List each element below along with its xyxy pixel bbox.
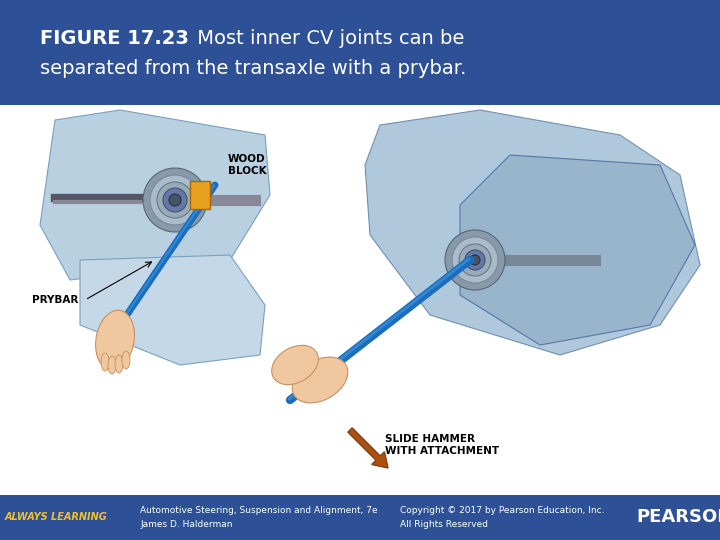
Text: SLIDE HAMMER
WITH ATTACHMENT: SLIDE HAMMER WITH ATTACHMENT	[385, 434, 499, 456]
FancyArrow shape	[348, 428, 388, 468]
Circle shape	[143, 168, 207, 232]
Ellipse shape	[292, 357, 348, 403]
Bar	[0, 495, 720, 540]
Circle shape	[452, 237, 498, 283]
Circle shape	[459, 244, 491, 276]
Text: Automotive Steering, Suspension and Alignment, 7e: Automotive Steering, Suspension and Alig…	[140, 506, 377, 515]
Bar	[0, 0, 720, 105]
Text: PRYBAR: PRYBAR	[32, 295, 78, 305]
Text: FIGURE 17.23: FIGURE 17.23	[40, 29, 189, 48]
Circle shape	[157, 182, 193, 218]
Polygon shape	[40, 110, 270, 280]
Text: WOOD
BLOCK: WOOD BLOCK	[228, 154, 266, 176]
FancyBboxPatch shape	[190, 181, 210, 209]
Text: PEARSON: PEARSON	[636, 509, 720, 526]
Text: James D. Halderman: James D. Halderman	[140, 520, 233, 529]
Ellipse shape	[122, 351, 130, 369]
Polygon shape	[460, 155, 695, 345]
Text: Most inner CV joints can be: Most inner CV joints can be	[191, 29, 464, 48]
Ellipse shape	[108, 356, 116, 374]
Polygon shape	[80, 255, 265, 365]
Polygon shape	[365, 110, 700, 355]
Circle shape	[465, 250, 485, 270]
Text: All Rights Reserved: All Rights Reserved	[400, 520, 488, 529]
Circle shape	[445, 230, 505, 290]
Text: ALWAYS LEARNING: ALWAYS LEARNING	[5, 512, 108, 523]
Ellipse shape	[271, 346, 318, 384]
Circle shape	[169, 194, 181, 206]
Ellipse shape	[101, 353, 109, 371]
Ellipse shape	[115, 355, 123, 373]
Circle shape	[150, 175, 200, 225]
Text: Copyright © 2017 by Pearson Education, Inc.: Copyright © 2017 by Pearson Education, I…	[400, 506, 605, 515]
Circle shape	[470, 255, 480, 265]
Circle shape	[163, 188, 187, 212]
Text: separated from the transaxle with a prybar.: separated from the transaxle with a pryb…	[40, 59, 467, 78]
Ellipse shape	[96, 310, 135, 370]
